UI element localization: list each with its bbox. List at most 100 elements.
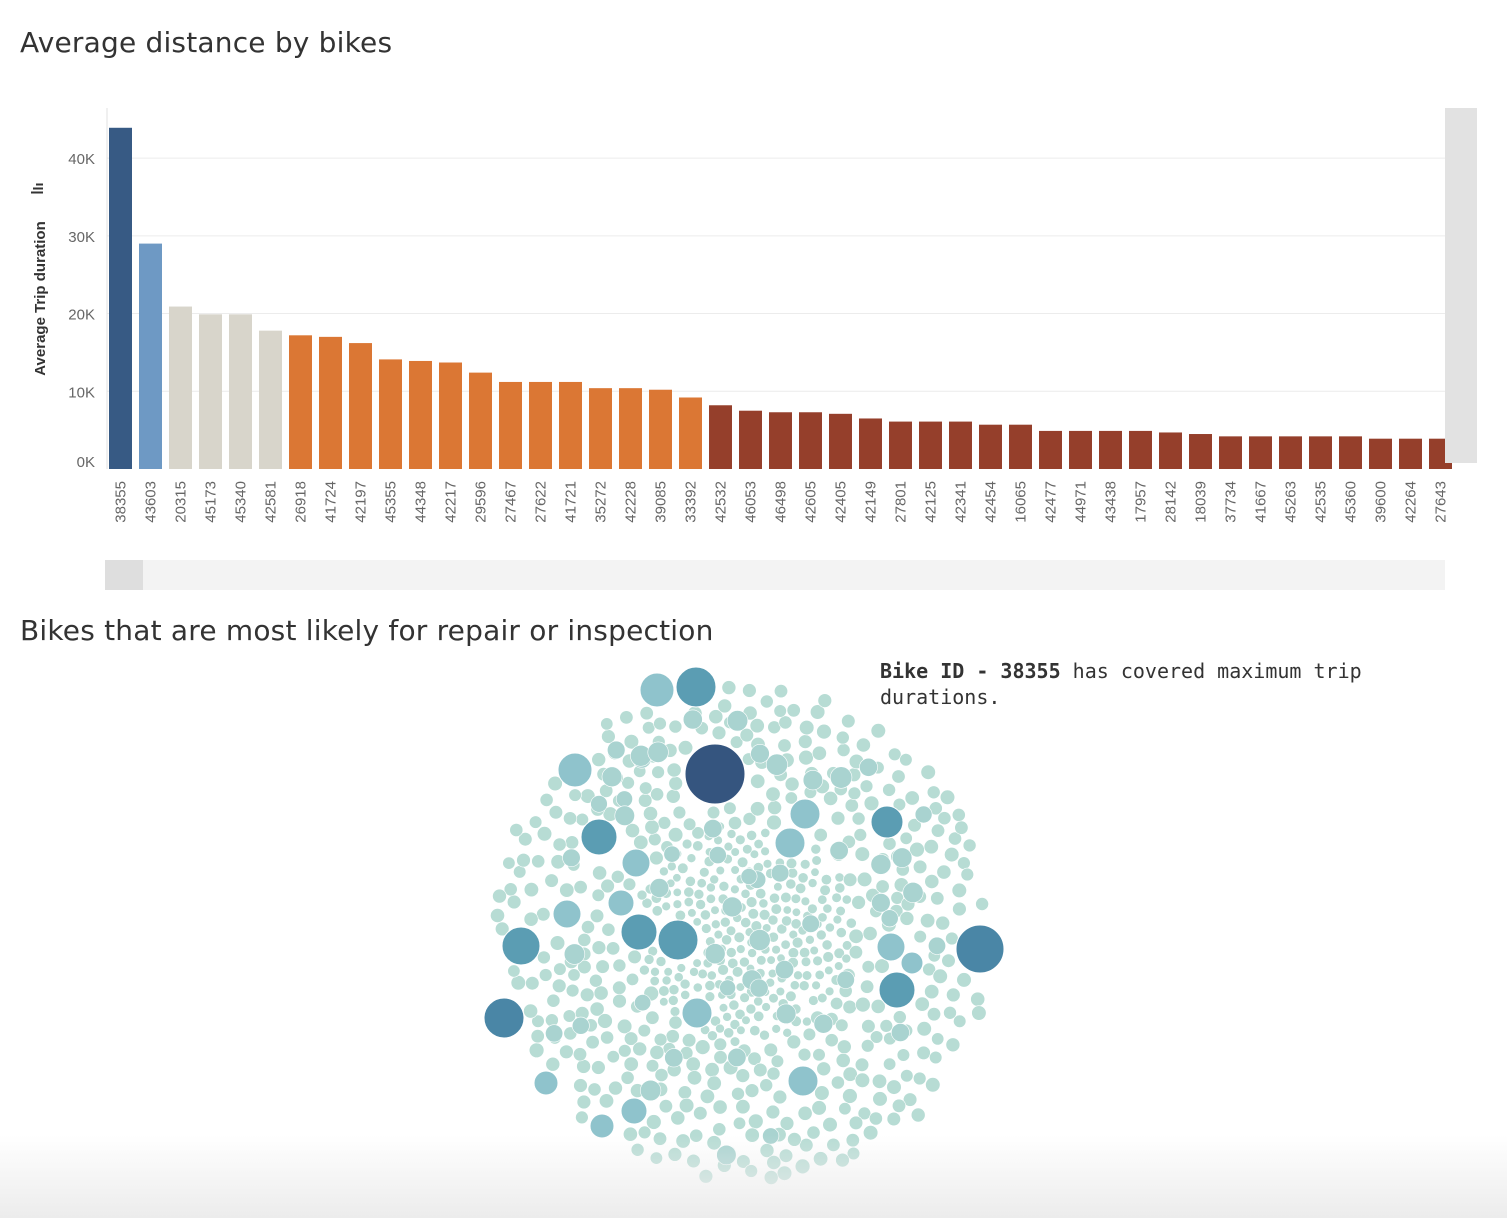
bike-bubble[interactable] [847,786,862,801]
bike-bubble[interactable] [848,945,863,960]
bike-bubble[interactable] [920,764,936,780]
bike-bubble[interactable] [777,738,792,753]
bike-bubble[interactable] [692,982,703,993]
bike-bubble[interactable] [747,1051,762,1066]
bar-39085[interactable] [649,389,672,469]
bike-bubble[interactable] [939,789,956,805]
bike-bubble[interactable] [672,887,682,897]
bike-bubble[interactable] [799,719,815,736]
bike-bubble[interactable] [857,1106,872,1121]
bike-bubble[interactable] [903,1092,918,1107]
bike-bubble[interactable] [528,1042,545,1058]
bar-27622[interactable] [529,381,552,469]
bike-bubble[interactable] [812,955,823,967]
bike-bubble[interactable] [649,878,670,898]
bike-bubble[interactable] [834,882,846,894]
bike-bubble[interactable] [683,817,697,831]
bike-bubble[interactable] [649,1151,663,1165]
bike-bubble[interactable] [798,749,814,766]
bike-bubble[interactable] [823,790,838,806]
bike-bubble[interactable] [773,704,787,718]
bike-bubble[interactable] [813,828,828,843]
bike-bubble[interactable] [681,838,693,850]
bike-bubble[interactable] [767,914,779,926]
bike-bubble[interactable] [730,735,744,749]
bike-bubble[interactable] [830,766,853,789]
bike-bubble[interactable] [537,950,551,965]
bike-bubble[interactable] [689,967,699,977]
bike-bubble[interactable] [593,985,609,1001]
bike-bubble[interactable] [595,959,610,974]
bike-bubble[interactable] [855,996,871,1013]
bike-bubble[interactable] [753,1062,768,1078]
bike-bubble-large[interactable] [501,926,541,966]
bar-45263[interactable] [1279,436,1302,469]
bike-bubble[interactable] [730,884,740,895]
bike-bubble[interactable] [830,811,846,826]
bike-bubble[interactable] [645,1010,660,1025]
bike-bubble[interactable] [674,909,686,921]
bike-bubble[interactable] [653,716,667,731]
bike-bubble[interactable] [832,914,843,925]
bike-bubble[interactable] [916,1045,931,1061]
bike-bubble[interactable] [936,864,952,880]
bike-bubble[interactable] [740,917,752,928]
bike-bubble[interactable] [749,978,769,998]
bike-bubble[interactable] [649,1044,665,1060]
bike-bubble[interactable] [568,788,582,802]
bike-bubble[interactable] [711,725,727,741]
bike-bubble[interactable] [791,936,804,949]
bike-bubble[interactable] [528,815,543,829]
bike-bubble[interactable] [816,1061,832,1077]
bike-bubble[interactable] [742,844,753,855]
bike-bubble[interactable] [664,1048,684,1068]
bike-bubble[interactable] [826,1137,841,1152]
bike-bubble[interactable] [780,891,792,904]
bike-bubble[interactable] [819,884,831,896]
bar-16065[interactable] [1009,424,1032,469]
bike-bubble[interactable] [798,980,810,992]
bike-bubble[interactable] [600,1030,614,1045]
bike-bubble[interactable] [791,907,801,917]
bike-bubble[interactable] [573,1047,588,1062]
bike-bubble[interactable] [699,909,711,921]
bike-bubble[interactable] [859,757,878,777]
horizontal-scrollbar-thumb[interactable] [105,560,143,590]
bike-bubble[interactable] [745,896,758,908]
bike-bubble[interactable] [874,958,890,974]
bike-bubble-large[interactable] [657,919,699,961]
bike-bubble[interactable] [659,997,669,1007]
bike-bubble[interactable] [544,873,559,888]
bike-bubble[interactable] [951,882,967,898]
bike-bubble[interactable] [742,683,757,698]
bike-bubble[interactable] [692,917,702,927]
bike-bubble[interactable] [696,878,707,889]
bike-bubble[interactable] [733,931,745,944]
bike-bubble[interactable] [634,994,652,1012]
bike-bubble[interactable] [706,1135,722,1151]
bike-bubble[interactable] [717,698,732,714]
bike-bubble[interactable] [778,1148,794,1163]
bike-bubble[interactable] [870,854,892,875]
bar-42197[interactable] [349,343,372,469]
bike-bubble[interactable] [626,972,640,986]
bike-bubble[interactable] [960,867,974,882]
bike-bubble[interactable] [651,765,665,779]
bike-bubble[interactable] [753,839,764,850]
bike-bubble[interactable] [800,896,811,907]
bike-bubble-large[interactable] [900,951,924,975]
bike-bubble[interactable] [590,795,608,813]
bike-bubble[interactable] [807,878,818,888]
bike-bubble-large[interactable] [876,932,906,962]
bike-bubble[interactable] [799,947,811,959]
bike-bubble[interactable] [926,1007,941,1022]
bike-bubble-large[interactable] [620,1097,648,1125]
bike-bubble[interactable] [672,899,683,909]
bike-bubble[interactable] [710,1015,721,1027]
bike-bubble[interactable] [589,973,603,988]
bike-bubble[interactable] [775,986,786,997]
bike-bubble[interactable] [641,897,653,909]
bike-bubble[interactable] [765,786,781,802]
bike-bubble[interactable] [689,1128,704,1143]
bike-bubble[interactable] [668,827,684,843]
